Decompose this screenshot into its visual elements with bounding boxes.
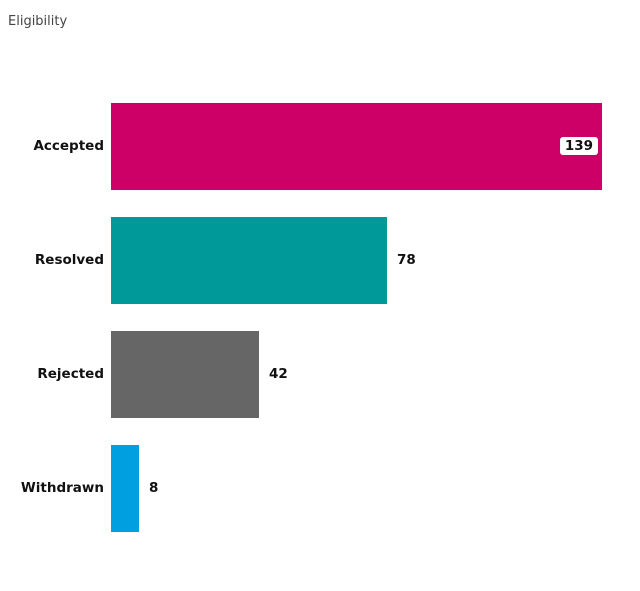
- data-label: 42: [269, 366, 288, 382]
- bar-row-rejected: Rejected 42: [0, 331, 640, 418]
- data-label: 8: [149, 480, 159, 496]
- data-label: 139: [559, 137, 598, 155]
- bar-accepted[interactable]: [111, 103, 602, 190]
- data-label: 78: [397, 252, 416, 268]
- bar-row-accepted: Accepted 139: [0, 103, 640, 190]
- category-label: Withdrawn: [20, 480, 104, 496]
- bar-resolved[interactable]: [111, 217, 387, 304]
- chart-title: Eligibility: [8, 14, 68, 29]
- bar-rejected[interactable]: [111, 331, 259, 418]
- bar-withdrawn[interactable]: [111, 445, 139, 532]
- category-label: Accepted: [33, 138, 104, 154]
- bar-row-withdrawn: Withdrawn 8: [0, 445, 640, 532]
- category-label: Resolved: [34, 252, 104, 268]
- category-label: Rejected: [37, 366, 104, 382]
- bar-row-resolved: Resolved 78: [0, 217, 640, 304]
